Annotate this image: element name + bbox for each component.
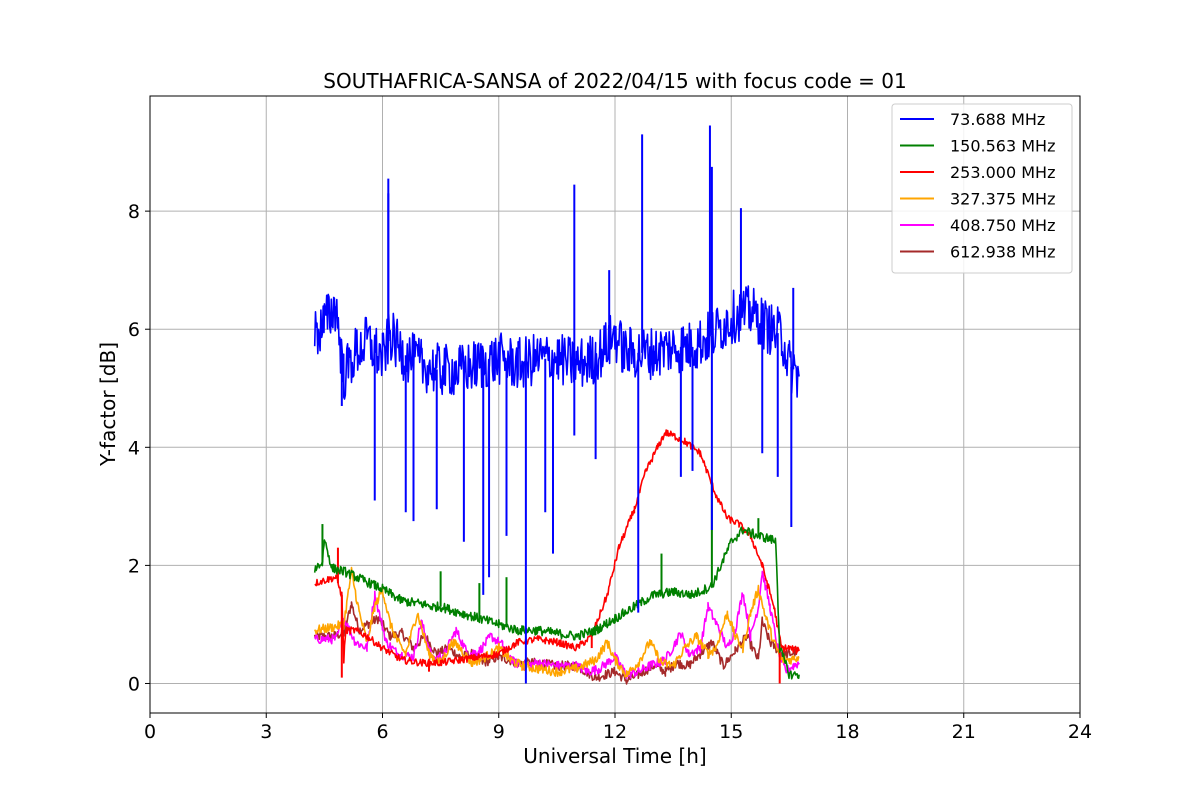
legend-label: 150.563 MHz bbox=[950, 137, 1055, 156]
series-line-3 bbox=[313, 566, 800, 678]
legend: 73.688 MHz 150.563 MHz 253.000 MHz 327.375 … bbox=[891, 103, 1073, 274]
x-tick-label: 0 bbox=[144, 721, 156, 743]
legend-label: 73.688 MHz bbox=[950, 110, 1045, 129]
legend-label: 327.375 MHz bbox=[950, 190, 1055, 209]
x-tick-label: 3 bbox=[260, 721, 272, 743]
x-tick-label: 15 bbox=[719, 721, 743, 743]
y-tick-label: 0 bbox=[128, 673, 140, 695]
chart-title: SOUTHAFRICA-SANSA of 2022/04/15 with foc… bbox=[323, 69, 907, 93]
legend-label: 612.938 MHz bbox=[950, 243, 1055, 262]
y-tick-label: 8 bbox=[128, 201, 140, 223]
series-line-2 bbox=[314, 429, 800, 668]
legend-label: 408.750 MHz bbox=[950, 216, 1055, 235]
x-tick-label: 18 bbox=[835, 721, 859, 743]
legend-label: 253.000 MHz bbox=[950, 163, 1055, 182]
series-line-0 bbox=[313, 285, 800, 400]
series-group bbox=[313, 125, 800, 685]
x-axis-label: Universal Time [h] bbox=[523, 744, 706, 768]
y-tick-label: 2 bbox=[128, 555, 140, 577]
y-tick-label: 6 bbox=[128, 319, 140, 341]
x-tick-label: 6 bbox=[376, 721, 388, 743]
y-tick-label: 4 bbox=[128, 437, 140, 459]
series-line-1 bbox=[313, 526, 800, 680]
x-tick-label: 9 bbox=[493, 721, 505, 743]
x-tick-label: 21 bbox=[952, 721, 976, 743]
x-tick-label: 12 bbox=[603, 721, 627, 743]
y-axis-label: Y-factor [dB] bbox=[96, 342, 120, 467]
x-tick-label: 24 bbox=[1068, 721, 1092, 743]
legend-box bbox=[891, 103, 1073, 274]
